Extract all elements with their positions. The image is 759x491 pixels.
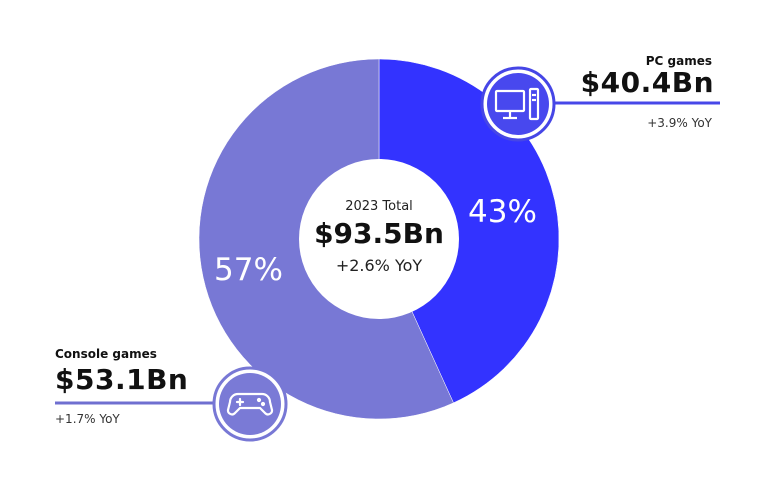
gamepad-icon: [226, 392, 274, 416]
center-yoy: +2.6% YoY: [335, 256, 423, 275]
console-percent-label: 57%: [214, 252, 283, 288]
center-title: 2023 Total: [345, 199, 413, 214]
pc-games-slice: [378, 58, 560, 404]
pc-percent-label: 43%: [468, 194, 537, 230]
pc-value-label: $40.4Bn: [580, 66, 714, 99]
console-category-label: Console games: [55, 347, 157, 361]
center-total: $93.5Bn: [314, 217, 444, 250]
center-summary: 2023 Total $93.5Bn +2.6% YoY: [299, 199, 459, 275]
console-icon-badge: [212, 366, 288, 442]
pc-icon-badge: [480, 66, 556, 142]
donut-hole: [299, 159, 459, 319]
desktop-computer-icon: [494, 87, 540, 121]
console-value-label: $53.1Bn: [55, 363, 189, 396]
console-yoy-label: +1.7% YoY: [55, 412, 120, 426]
pc-category-label: PC games: [645, 54, 712, 68]
pc-yoy-label: +3.9% YoY: [647, 116, 712, 130]
